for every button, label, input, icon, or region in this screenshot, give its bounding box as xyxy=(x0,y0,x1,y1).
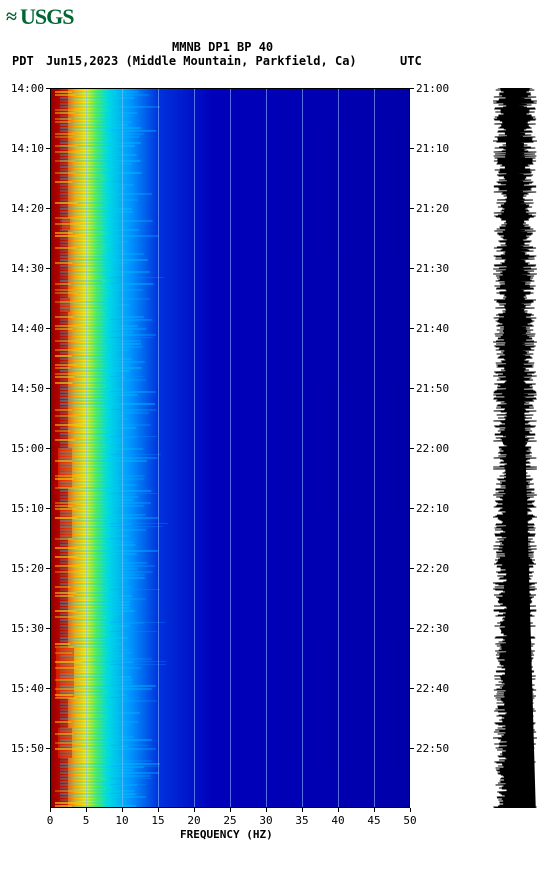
ytick-right: 21:10 xyxy=(416,142,449,155)
waveform-trace xyxy=(490,88,540,808)
ytick-left: 14:20 xyxy=(4,202,44,215)
ytick-right: 22:50 xyxy=(416,742,449,755)
ytick-right: 22:20 xyxy=(416,562,449,575)
xtick: 25 xyxy=(223,814,236,827)
xtick: 50 xyxy=(403,814,416,827)
ytick-left: 15:30 xyxy=(4,622,44,635)
xtick: 30 xyxy=(259,814,272,827)
gridline xyxy=(230,88,231,808)
ytick-left: 15:40 xyxy=(4,682,44,695)
xtick: 15 xyxy=(151,814,164,827)
tz-right-label: UTC xyxy=(400,54,422,68)
ytick-right: 21:30 xyxy=(416,262,449,275)
ytick-left: 14:50 xyxy=(4,382,44,395)
xtick: 35 xyxy=(295,814,308,827)
gridline xyxy=(158,88,159,808)
ytick-left: 15:50 xyxy=(4,742,44,755)
ytick-left: 15:00 xyxy=(4,442,44,455)
ytick-left: 14:00 xyxy=(4,82,44,95)
tz-left-label: PDT xyxy=(12,54,34,68)
date-location-label: Jun15,2023 (Middle Mountain, Parkfield, … xyxy=(46,54,357,68)
ytick-right: 22:10 xyxy=(416,502,449,515)
gridline xyxy=(302,88,303,808)
ytick-right: 22:00 xyxy=(416,442,449,455)
wave-icon: ≈ xyxy=(6,6,16,29)
ytick-right: 21:00 xyxy=(416,82,449,95)
chart-title: MMNB DP1 BP 40 xyxy=(172,40,273,54)
xtick: 40 xyxy=(331,814,344,827)
ytick-left: 14:30 xyxy=(4,262,44,275)
gridline xyxy=(266,88,267,808)
gridline xyxy=(374,88,375,808)
ytick-left: 14:40 xyxy=(4,322,44,335)
logo-text: USGS xyxy=(20,4,73,30)
ytick-right: 21:40 xyxy=(416,322,449,335)
gridline xyxy=(338,88,339,808)
ytick-right: 21:20 xyxy=(416,202,449,215)
spectrogram-chart xyxy=(50,88,410,808)
xtick: 45 xyxy=(367,814,380,827)
x-axis-label: FREQUENCY (HZ) xyxy=(180,828,273,841)
ytick-right: 21:50 xyxy=(416,382,449,395)
usgs-logo: ≈ USGS xyxy=(6,4,73,30)
xtick: 0 xyxy=(47,814,54,827)
ytick-left: 15:10 xyxy=(4,502,44,515)
xtick: 5 xyxy=(83,814,90,827)
gridline xyxy=(194,88,195,808)
ytick-right: 22:30 xyxy=(416,622,449,635)
ytick-left: 14:10 xyxy=(4,142,44,155)
xtick: 20 xyxy=(187,814,200,827)
xtick: 10 xyxy=(115,814,128,827)
ytick-left: 15:20 xyxy=(4,562,44,575)
gridline xyxy=(122,88,123,808)
ytick-right: 22:40 xyxy=(416,682,449,695)
gridline xyxy=(86,88,87,808)
